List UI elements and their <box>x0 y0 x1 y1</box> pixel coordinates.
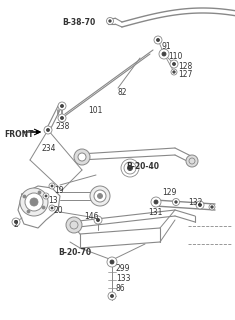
Circle shape <box>66 217 82 233</box>
Circle shape <box>49 205 55 211</box>
Circle shape <box>196 201 204 209</box>
Circle shape <box>58 102 66 110</box>
Circle shape <box>172 198 180 205</box>
Circle shape <box>23 195 26 198</box>
Text: 91: 91 <box>162 42 172 51</box>
Circle shape <box>15 220 17 223</box>
Circle shape <box>38 191 41 194</box>
Circle shape <box>60 105 63 108</box>
Circle shape <box>74 149 90 165</box>
Circle shape <box>58 114 66 122</box>
Circle shape <box>209 204 215 210</box>
Circle shape <box>51 185 53 187</box>
Text: 110: 110 <box>168 52 182 61</box>
Text: 132: 132 <box>188 198 202 207</box>
Circle shape <box>124 162 136 174</box>
Text: 128: 128 <box>178 62 192 71</box>
Text: 238: 238 <box>55 122 69 131</box>
Circle shape <box>106 18 114 25</box>
Text: 19: 19 <box>54 186 64 195</box>
Circle shape <box>199 204 201 206</box>
Circle shape <box>78 153 86 161</box>
Circle shape <box>172 62 176 66</box>
Text: 299: 299 <box>116 264 130 273</box>
Text: 146: 146 <box>84 212 98 221</box>
Text: 133: 133 <box>116 274 130 283</box>
Circle shape <box>109 20 111 22</box>
Circle shape <box>47 129 50 132</box>
Circle shape <box>151 197 161 207</box>
Circle shape <box>157 38 160 42</box>
Circle shape <box>60 116 63 119</box>
Circle shape <box>171 69 177 75</box>
Text: 101: 101 <box>88 106 102 115</box>
Circle shape <box>43 193 49 199</box>
Circle shape <box>159 49 169 59</box>
Circle shape <box>90 186 110 206</box>
Text: 234: 234 <box>42 144 56 153</box>
Circle shape <box>12 218 20 226</box>
Text: 13: 13 <box>48 196 58 205</box>
Circle shape <box>49 183 55 189</box>
Circle shape <box>110 294 114 298</box>
Circle shape <box>170 60 178 68</box>
Circle shape <box>94 216 102 224</box>
Circle shape <box>211 206 213 208</box>
Text: 82: 82 <box>118 88 128 97</box>
Circle shape <box>94 190 106 202</box>
Circle shape <box>51 207 53 209</box>
Text: B-38-70: B-38-70 <box>62 18 95 27</box>
Circle shape <box>45 195 47 197</box>
Circle shape <box>154 36 162 44</box>
Circle shape <box>25 193 43 211</box>
Circle shape <box>20 188 48 216</box>
Circle shape <box>108 292 116 300</box>
Text: 129: 129 <box>162 188 176 197</box>
Text: 20: 20 <box>54 206 64 215</box>
Text: 131: 131 <box>148 208 162 217</box>
Text: B-20-70: B-20-70 <box>58 248 91 257</box>
Circle shape <box>44 126 52 134</box>
Circle shape <box>186 155 198 167</box>
Circle shape <box>97 219 99 221</box>
Circle shape <box>27 210 30 213</box>
Circle shape <box>173 71 175 73</box>
Circle shape <box>98 194 102 198</box>
Circle shape <box>30 198 38 206</box>
Circle shape <box>175 201 177 203</box>
Circle shape <box>128 165 133 171</box>
Circle shape <box>42 206 45 209</box>
Circle shape <box>162 52 166 56</box>
Circle shape <box>154 200 158 204</box>
Text: FRONT: FRONT <box>4 130 34 139</box>
Text: 2: 2 <box>14 220 19 229</box>
Text: 127: 127 <box>178 70 192 79</box>
Circle shape <box>107 257 117 267</box>
Text: 86: 86 <box>116 284 126 293</box>
Circle shape <box>110 260 114 264</box>
Text: B-20-40: B-20-40 <box>126 162 159 171</box>
